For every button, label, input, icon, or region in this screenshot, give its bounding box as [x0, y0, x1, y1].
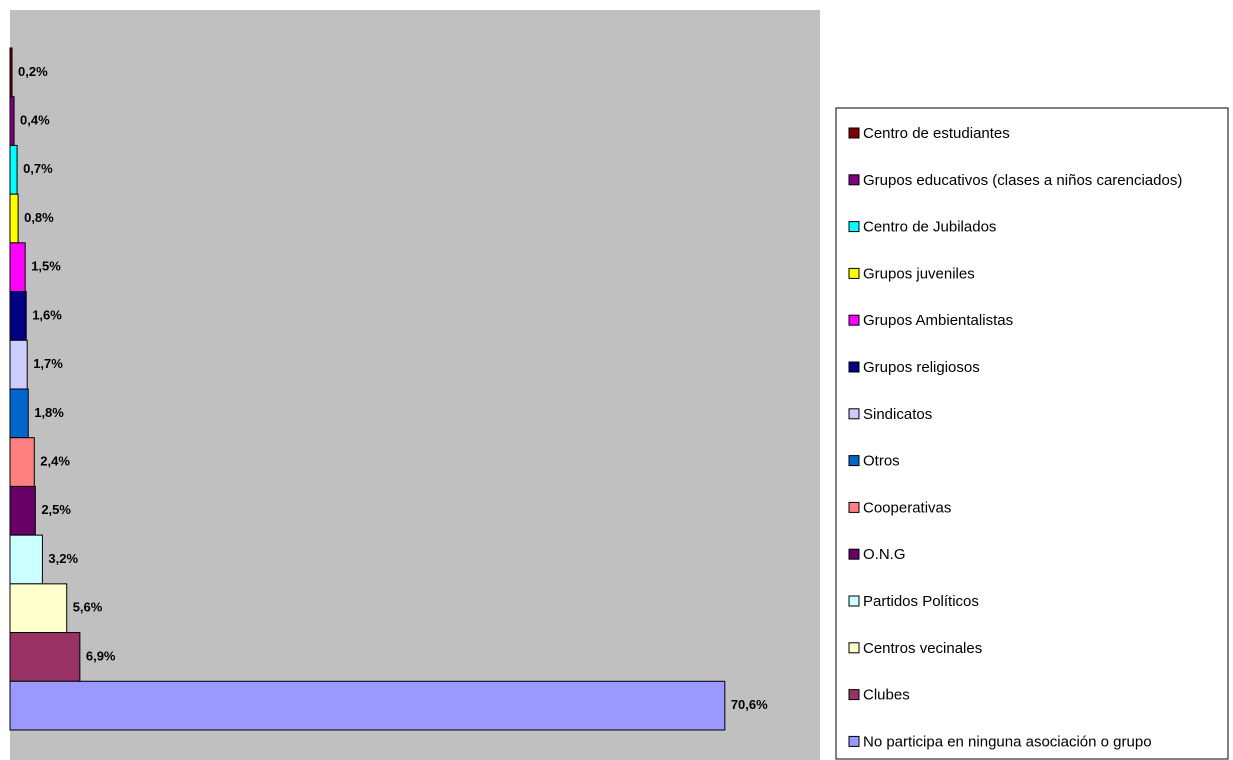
bar	[9, 437, 35, 487]
legend-swatch	[848, 455, 860, 467]
legend-swatch	[848, 548, 860, 560]
legend-swatch	[848, 314, 860, 326]
value-label: 1,6%	[32, 307, 62, 322]
value-label: 0,4%	[20, 113, 50, 128]
legend-label: Centros vecinales	[863, 640, 982, 657]
bar	[9, 632, 81, 682]
value-label: 2,5%	[41, 502, 71, 517]
bar	[9, 96, 15, 146]
value-label: 0,8%	[24, 210, 54, 225]
legend-swatch	[848, 221, 860, 233]
bar	[9, 144, 18, 195]
legend-label: Partidos Políticos	[863, 593, 979, 610]
legend-label: Clubes	[863, 687, 910, 704]
legend-label: Sindicatos	[863, 406, 932, 423]
bar	[9, 388, 29, 439]
value-label: 6,9%	[86, 648, 116, 663]
value-label: 3,2%	[48, 551, 78, 566]
value-label: 1,8%	[34, 405, 64, 420]
legend-swatch	[848, 689, 860, 701]
legend-swatch	[848, 642, 860, 654]
legend	[835, 107, 1229, 760]
bar	[9, 534, 43, 585]
value-label: 0,7%	[23, 161, 53, 176]
legend-swatch	[848, 501, 860, 513]
bar	[9, 47, 13, 98]
legend-label: Centro de estudiantes	[863, 125, 1010, 142]
legend-label: Cooperativas	[863, 499, 951, 516]
value-label: 0,2%	[18, 64, 48, 79]
value-label: 1,5%	[31, 259, 61, 274]
legend-swatch	[848, 735, 860, 747]
bar	[9, 291, 27, 341]
legend-swatch	[848, 408, 860, 420]
legend-label: Centro de Jubilados	[863, 219, 996, 236]
legend-label: Grupos Ambientalistas	[863, 312, 1013, 329]
legend-swatch	[848, 595, 860, 607]
bar	[9, 242, 26, 293]
legend-label: Otros	[863, 453, 900, 470]
value-label: 5,6%	[73, 600, 103, 615]
legend-label: Grupos educativos (clases a niños carenc…	[863, 172, 1182, 189]
bar	[9, 339, 28, 390]
legend-swatch	[848, 127, 860, 139]
bar	[9, 583, 68, 634]
legend-swatch	[848, 174, 860, 186]
value-label: 70,6%	[731, 697, 768, 712]
legend-label: Grupos religiosos	[863, 359, 980, 376]
value-label: 2,4%	[40, 454, 70, 469]
legend-label: No participa en ninguna asociación o gru…	[863, 733, 1152, 750]
value-label: 1,7%	[33, 356, 63, 371]
bar	[9, 680, 726, 731]
bar	[9, 485, 36, 536]
legend-swatch	[848, 267, 860, 279]
legend-label: O.N.G	[863, 546, 906, 563]
legend-swatch	[848, 361, 860, 373]
plot-area	[10, 10, 820, 760]
bar	[9, 193, 19, 244]
legend-label: Grupos juveniles	[863, 265, 975, 282]
